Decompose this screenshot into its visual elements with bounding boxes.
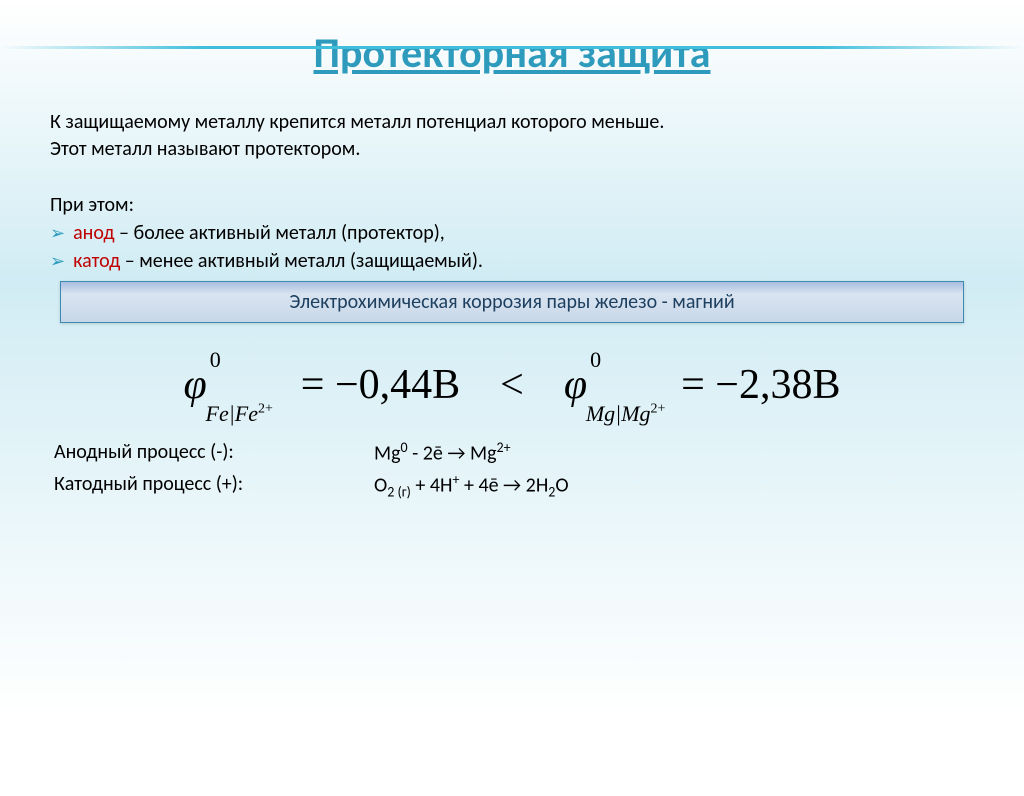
comparator: <	[500, 361, 524, 409]
cathode-process-label: Катодный процесс (+):	[54, 469, 374, 503]
intro-text: К защищаемому металлу крепится металл по…	[50, 109, 974, 163]
fe-value: = −0,44B	[301, 361, 460, 409]
list-item-cathode: ➢ катод – менее активный металл (защищае…	[50, 247, 974, 275]
bullet-icon: ➢	[50, 221, 65, 246]
cathode-term: катод	[73, 249, 120, 273]
equation-fe: φ 0 Fe|Fe2+ = −0,44B	[184, 361, 461, 409]
mg-value: = −2,38B	[681, 361, 840, 409]
anode-process-row: Анодный процесс (-): Mg0 - 2ē → Mg2+	[54, 437, 974, 469]
section-banner: Электрохимическая коррозия пары железо -…	[60, 281, 964, 323]
cathode-rest: – менее активный металл (защищаемый).	[120, 249, 483, 273]
intro-line-2: Этот металл называют протектором.	[50, 136, 974, 163]
cathode-process-row: Катодный процесс (+): O2 (г) + 4H+ + 4ē …	[54, 469, 974, 503]
phi-mg: φ 0 Mg|Mg2+	[564, 361, 587, 409]
bullet-icon: ➢	[50, 249, 65, 274]
phi-mg-sub: Mg|Mg2+	[586, 401, 666, 427]
bullet-list: При этом: ➢ анод – более активный металл…	[50, 191, 974, 275]
anode-term: анод	[73, 221, 114, 245]
process-equations: Анодный процесс (-): Mg0 - 2ē → Mg2+ Кат…	[50, 437, 974, 502]
phi-symbol: φ	[184, 362, 207, 408]
list-item-anode: ➢ анод – более активный металл (протекто…	[50, 219, 974, 247]
content-area: К защищаемому металлу крепится металл по…	[0, 79, 1024, 502]
decorative-top-line	[0, 46, 1024, 49]
phi-sup-zero: 0	[590, 347, 601, 373]
anode-process-eq: Mg0 - 2ē → Mg2+	[374, 437, 511, 469]
slide-title: Протекторная защита	[0, 28, 1024, 79]
cathode-process-eq: O2 (г) + 4H+ + 4ē → 2H2O	[374, 469, 569, 503]
equation-mg: φ 0 Mg|Mg2+ = −2,38B	[564, 361, 841, 409]
list-heading: При этом:	[50, 191, 974, 219]
phi-fe-sub: Fe|Fe2+	[206, 401, 273, 427]
phi-sup-zero: 0	[210, 347, 221, 373]
phi-symbol: φ	[564, 362, 587, 408]
anode-process-label: Анодный процесс (-):	[54, 437, 374, 469]
anode-rest: – более активный металл (протектор),	[115, 221, 445, 245]
equation-row: φ 0 Fe|Fe2+ = −0,44B < φ 0 Mg|Mg2+ = −2,…	[50, 361, 974, 409]
phi-fe: φ 0 Fe|Fe2+	[184, 361, 207, 409]
intro-line-1: К защищаемому металлу крепится металл по…	[50, 109, 974, 136]
